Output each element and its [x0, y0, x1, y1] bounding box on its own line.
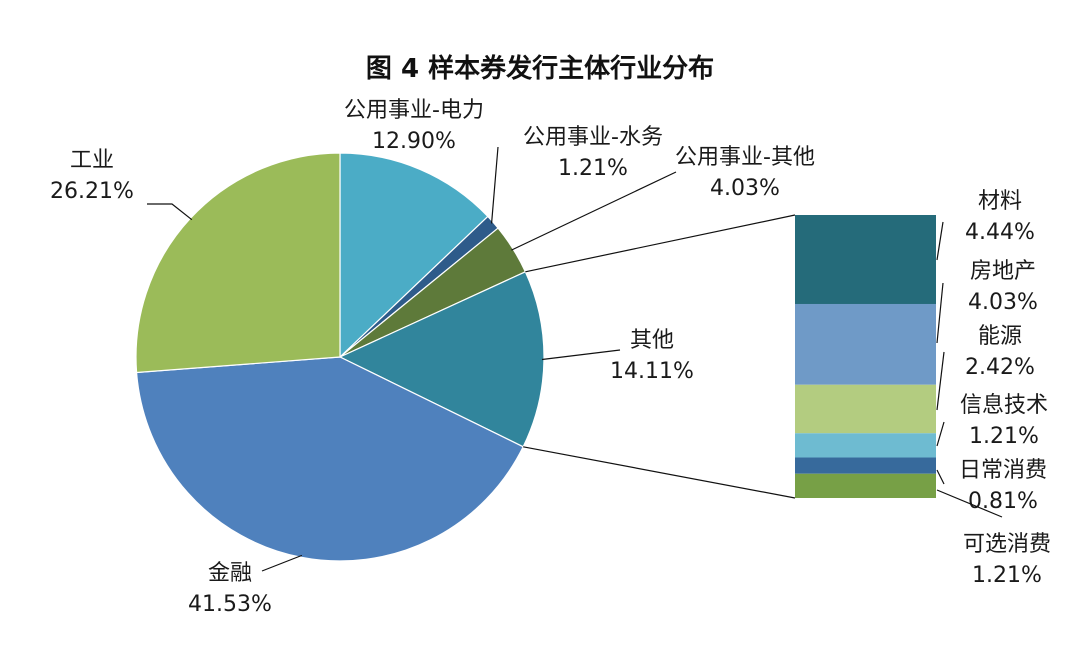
- pie-label-value-3: 14.11%: [610, 359, 694, 384]
- pie-label-name-0: 公用事业-电力: [344, 98, 484, 123]
- bar-label-value-5: 1.21%: [972, 563, 1042, 588]
- bar-label-name-3: 信息技术: [960, 393, 1048, 418]
- pie-label-value-1: 1.21%: [558, 156, 628, 181]
- stacked-bar-group: [795, 215, 936, 498]
- bar-label-name-1: 房地产: [970, 259, 1036, 284]
- bar-segment-2: [795, 384, 936, 434]
- pie-slice-0: [339, 152, 489, 359]
- pie-group: [135, 152, 545, 562]
- bar-segment-0: [795, 215, 936, 304]
- pie-leader-5: [147, 203, 193, 221]
- bar-label-value-0: 4.44%: [965, 220, 1035, 245]
- bar-label-value-1: 4.03%: [968, 290, 1038, 315]
- label-group: 公用事业-电力 12.90% 公用事业-水务 1.21% 公用事业-其他 4.03% 其他 1…: [50, 98, 1051, 617]
- bar-segment-3: [795, 433, 936, 458]
- pie-label-name-3: 其他: [630, 328, 674, 353]
- bar-label-name-2: 能源: [978, 324, 1022, 349]
- pie-label-value-5: 26.21%: [50, 179, 134, 204]
- bar-label-value-4: 0.81%: [968, 489, 1038, 514]
- pie-leader-1: [490, 146, 499, 224]
- bar-segment-1: [795, 303, 936, 385]
- bar-label-value-3: 1.21%: [969, 424, 1039, 449]
- pie-slice-5: [135, 152, 341, 374]
- bar-leader-1: [936, 282, 944, 344]
- connector-line-bottom: [523, 446, 796, 499]
- connector-line-top: [525, 214, 796, 273]
- pie-slice-4: [135, 356, 524, 562]
- pie-label-value-0: 12.90%: [372, 129, 456, 154]
- bar-leader-2: [936, 351, 945, 411]
- pie-label-value-2: 4.03%: [710, 176, 780, 201]
- pie-label-value-4: 41.53%: [188, 592, 272, 617]
- pie-leader-3: [541, 349, 621, 361]
- bar-label-value-2: 2.42%: [965, 355, 1035, 380]
- bar-label-name-0: 材料: [978, 189, 1022, 214]
- bar-leader-3: [936, 421, 945, 447]
- pie-label-name-2: 公用事业-其他: [675, 145, 815, 170]
- bar-leader-4: [936, 469, 945, 485]
- bar-leader-0: [936, 221, 944, 261]
- pie-label-name-1: 公用事业-水务: [523, 125, 663, 150]
- pie-leader-4: [261, 554, 303, 572]
- connector-lines: [523, 214, 796, 499]
- pie-label-name-5: 工业: [70, 148, 114, 173]
- bar-label-name-4: 日常消费: [959, 458, 1047, 483]
- pie-leader-2: [511, 171, 677, 251]
- bar-segment-5: [795, 473, 936, 498]
- bar-segment-4: [795, 457, 936, 474]
- chart-title: 图 4 样本券发行主体行业分布: [365, 54, 715, 84]
- bar-label-name-5: 可选消费: [963, 532, 1051, 557]
- pie-label-name-4: 金融: [208, 561, 252, 586]
- bar-leader-5: [936, 489, 1003, 518]
